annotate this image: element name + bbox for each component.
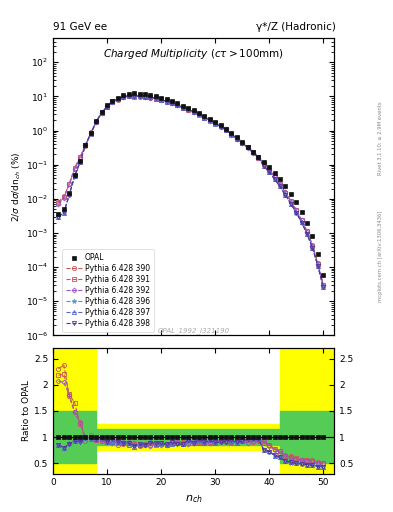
Text: Rivet 3.1.10; ≥ 2.9M events: Rivet 3.1.10; ≥ 2.9M events [378, 101, 383, 175]
Y-axis label: Ratio to OPAL: Ratio to OPAL [22, 380, 31, 441]
Text: mcplots.cern.ch [arXiv:1306.3436]: mcplots.cern.ch [arXiv:1306.3436] [378, 210, 383, 302]
X-axis label: $n_{ch}$: $n_{ch}$ [185, 493, 202, 505]
Text: 91 GeV ee: 91 GeV ee [53, 22, 107, 32]
Text: OPAL_1992_I321190: OPAL_1992_I321190 [158, 327, 230, 334]
Legend: OPAL, Pythia 6.428 390, Pythia 6.428 391, Pythia 6.428 392, Pythia 6.428 396, Py: OPAL, Pythia 6.428 390, Pythia 6.428 391… [62, 249, 154, 332]
Y-axis label: 2/$\sigma$ d$\sigma$/dn$_{ch}$ (%): 2/$\sigma$ d$\sigma$/dn$_{ch}$ (%) [10, 152, 23, 222]
Text: Charged Multiplicity $(c\tau > 100\mathrm{mm})$: Charged Multiplicity $(c\tau > 100\mathr… [103, 47, 284, 61]
Text: γ*/Z (Hadronic): γ*/Z (Hadronic) [256, 22, 336, 32]
